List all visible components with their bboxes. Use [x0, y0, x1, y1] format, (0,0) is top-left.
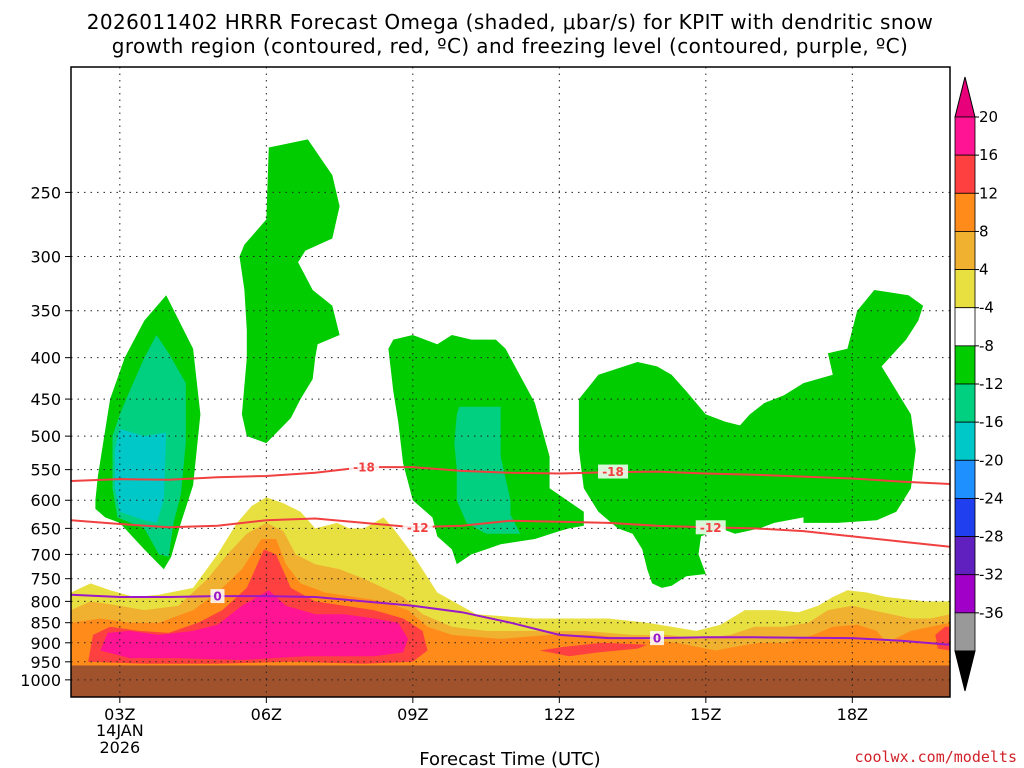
ground-layer: [71, 665, 950, 697]
freezing-level-contour-label-0: 0: [213, 590, 221, 604]
y-tick-label-950: 950: [30, 653, 61, 672]
chart-title-line1: 2026011402 HRRR Forecast Omega (shaded, …: [87, 10, 934, 34]
colorbar-top-arrow: [954, 76, 976, 118]
colorbar-segment-11: [954, 536, 976, 576]
colorbar-segment-9: [954, 459, 976, 499]
colorbar-segment-0: [954, 116, 976, 156]
dgz-contour-0-label-bg-0: [349, 460, 379, 475]
ground-fill: [71, 665, 950, 697]
colorbar-segment-10: [954, 498, 976, 537]
contour-layer: -18 -18 -12 -12 0 0: [71, 460, 950, 646]
colorbar-label-5: -4: [979, 299, 994, 317]
freezing-level-contour-label-1: 0: [653, 632, 661, 646]
x-tick-label-15Z: 15Z: [690, 705, 721, 724]
y-axis: 2503003504004505005506006507007508008509…: [20, 183, 71, 690]
colorbar-label-11: -28: [979, 528, 1004, 546]
dgz-contour-0-label-0: -18: [353, 461, 375, 475]
dgz-contour-1-label-bg-0: [402, 520, 433, 535]
colorbar-segment-1: [954, 154, 976, 194]
colorbar-segment-6: [954, 345, 976, 385]
x-tick-label-06Z: 06Z: [251, 705, 282, 724]
colorbar-segment-5: [954, 307, 976, 347]
colorbar-label-0: 20: [979, 108, 998, 126]
y-tick-label-700: 700: [30, 545, 61, 564]
freezing-level-contour-label-bg-1: [650, 631, 664, 646]
y-tick-label-250: 250: [30, 183, 61, 202]
colorbar-label-1: 16: [979, 146, 998, 164]
y-tick-label-450: 450: [30, 390, 61, 409]
dgz-contour-1-label-0: -12: [407, 521, 429, 535]
y-tick-label-800: 800: [30, 592, 61, 611]
y-tick-label-500: 500: [30, 427, 61, 446]
y-tick-label-1000: 1000: [20, 671, 61, 690]
omega-region-0-1: [239, 139, 340, 444]
dgz-contour-0-label-bg-1: [598, 464, 629, 479]
y-tick-label-300: 300: [30, 248, 61, 267]
y-tick-label-400: 400: [30, 349, 61, 368]
omega-region-2-0: [114, 429, 167, 523]
freezing-level-contour-label-bg-0: [210, 589, 225, 604]
chart-title-line2: growth region (contoured, red, ºC) and f…: [112, 34, 909, 58]
omega-region-0-3: [578, 290, 924, 588]
colorbar-segment-3: [954, 231, 976, 270]
omega-region-1-1: [454, 406, 521, 534]
colorbar-label-13: -36: [979, 604, 1004, 622]
y-tick-label-650: 650: [30, 519, 61, 538]
y-tick-label-550: 550: [30, 461, 61, 480]
x-tick-date: 14JAN: [96, 721, 144, 740]
colorbar-label-2: 12: [979, 184, 998, 202]
colorbar-segment-12: [954, 574, 976, 614]
grid-layer: [71, 67, 950, 697]
plot-area: -18 -18 -12 -12 0 0: [71, 67, 950, 697]
omega-region-6-1: [539, 642, 648, 657]
dgz-contour-1-label-bg-1: [695, 520, 726, 535]
dgz-contour-0-line: [71, 466, 950, 485]
colorbar-label-8: -16: [979, 413, 1004, 431]
colorbar-segment-4: [954, 269, 976, 309]
colorbar-label-4: 4: [979, 261, 989, 279]
y-tick-label-600: 600: [30, 491, 61, 510]
x-tick-label-03Z: 03Z: [104, 705, 135, 724]
y-tick-label-750: 750: [30, 570, 61, 589]
y-tick-label-900: 900: [30, 634, 61, 653]
dgz-contour-0-label-1: -18: [602, 465, 624, 479]
colorbar-segment-13: [954, 612, 976, 652]
colorbar-segment-8: [954, 421, 976, 461]
colorbar-label-7: -12: [979, 375, 1004, 393]
x-tick-label-12Z: 12Z: [544, 705, 575, 724]
x-tick-label-18Z: 18Z: [837, 705, 868, 724]
dgz-contour-1-label-1: -12: [700, 521, 722, 535]
colorbar-label-6: -8: [979, 337, 994, 355]
colorbar-segment-2: [954, 192, 976, 232]
credit-link[interactable]: coolwx.com/modelts: [854, 748, 1017, 766]
x-axis-label: Forecast Time (UTC): [419, 749, 600, 768]
y-tick-label-850: 850: [30, 614, 61, 633]
colorbar-bottom-arrow: [954, 650, 976, 692]
colorbar-label-3: 8: [979, 222, 989, 240]
x-tick-year: 2026: [99, 738, 140, 757]
colorbar-label-12: -32: [979, 566, 1004, 584]
omega-shading-layer: [71, 139, 950, 666]
y-tick-label-350: 350: [30, 302, 61, 321]
colorbar-label-9: -20: [979, 451, 1004, 469]
dgz-contour-1-line: [71, 517, 950, 548]
colorbar-label-10: -24: [979, 489, 1004, 507]
x-tick-label-09Z: 09Z: [397, 705, 428, 724]
plot-frame: [70, 66, 951, 698]
colorbar: 20 16 12 8 4 -4 -8 -12 -16 -20 -24 -28 -32 -36: [954, 76, 1004, 692]
colorbar-segment-7: [954, 383, 976, 423]
